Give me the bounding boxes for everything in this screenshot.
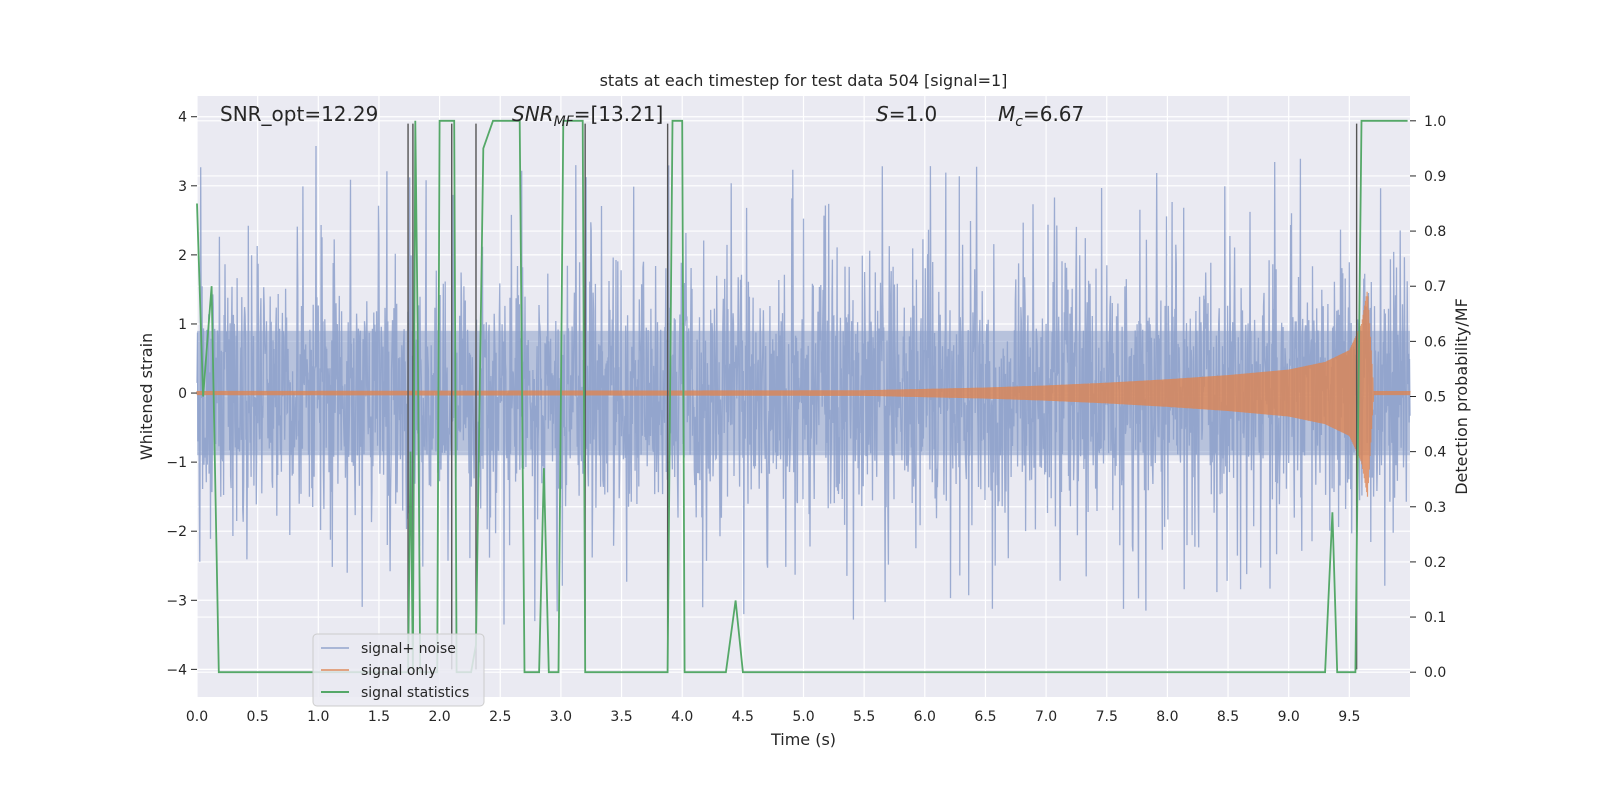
y-tick-label-5: −1 bbox=[166, 455, 187, 471]
annotation-s-sym: S bbox=[876, 102, 889, 126]
y2-tick-label-10: 0.0 bbox=[1424, 665, 1446, 681]
signal-statistics-line bbox=[196, 119, 1408, 674]
annotation-mc: Mc=6.67 bbox=[998, 102, 1084, 130]
x-tick-label-12: 6.0 bbox=[914, 709, 936, 725]
x-tick-label-15: 7.5 bbox=[1096, 709, 1118, 725]
y2-tick-label-1: 0.9 bbox=[1424, 169, 1446, 185]
y2-tick-label-9: 0.1 bbox=[1424, 610, 1446, 626]
x-tick-label-3: 1.5 bbox=[368, 709, 390, 725]
annotation-snr-mf-base: SNR bbox=[512, 102, 554, 126]
x-tick-label-16: 8.0 bbox=[1156, 709, 1178, 725]
x-tick-label-4: 2.0 bbox=[428, 709, 450, 725]
y-axis-ticks: 4 3 2 1 0 −1 −2 −3 −4 bbox=[166, 110, 197, 678]
x-tick-label-5: 2.5 bbox=[489, 709, 511, 725]
x-axis-label: Time (s) bbox=[770, 730, 836, 749]
y-tick-label-2: 2 bbox=[178, 248, 187, 264]
x-tick-label-9: 4.5 bbox=[732, 709, 754, 725]
chart-title: stats at each timestep for test data 504… bbox=[600, 71, 1008, 90]
y-tick-label-6: −2 bbox=[166, 524, 187, 540]
x-tick-label-13: 6.5 bbox=[974, 709, 996, 725]
y-axis-label: Whitened strain bbox=[137, 333, 156, 460]
legend-label-0: signal+ noise bbox=[361, 641, 456, 657]
annotation-snr-mf-value: =[13.21] bbox=[574, 102, 664, 126]
y2-tick-label-2: 0.8 bbox=[1424, 224, 1446, 240]
x-tick-label-11: 5.5 bbox=[853, 709, 875, 725]
annotation-mc-sym: M bbox=[998, 102, 1015, 126]
x-tick-label-2: 1.0 bbox=[307, 709, 329, 725]
x-tick-label-14: 7.0 bbox=[1035, 709, 1057, 725]
annotation-snr-opt: SNR_opt=12.29 bbox=[220, 102, 378, 126]
legend-box bbox=[312, 633, 485, 707]
y2-tick-label-8: 0.2 bbox=[1424, 555, 1446, 571]
x-tick-label-17: 8.5 bbox=[1217, 709, 1239, 725]
annotation-snr-mf-sub: MF bbox=[554, 114, 575, 130]
y2-tick-label-0: 1.0 bbox=[1424, 114, 1446, 130]
x-axis-ticks: 0.0 0.5 1.0 1.5 2.0 2.5 3.0 3.5 4.0 4.5 5.0 5.5 6.0 6… bbox=[186, 709, 1361, 725]
x-tick-label-1: 0.5 bbox=[247, 709, 269, 725]
y2-tick-label-6: 0.4 bbox=[1424, 445, 1446, 461]
legend: signal+ noise signal only signal statistic… bbox=[312, 633, 485, 707]
y-tick-label-4: 0 bbox=[178, 386, 187, 402]
annotation-mc-value: =6.67 bbox=[1023, 102, 1084, 126]
y-tick-label-7: −3 bbox=[166, 593, 187, 609]
y-tick-label-0: 4 bbox=[178, 110, 187, 126]
x-tick-label-19: 9.5 bbox=[1338, 709, 1360, 725]
y2-tick-label-4: 0.6 bbox=[1424, 334, 1446, 350]
y-tick-label-1: 3 bbox=[178, 179, 187, 195]
legend-label-2: signal statistics bbox=[361, 685, 469, 701]
series-signal-only bbox=[196, 291, 1411, 497]
y2-axis-ticks: 1.0 0.9 0.8 0.7 0.6 0.5 0.4 0.3 0.2 0.1 0.0 bbox=[1410, 114, 1446, 681]
x-tick-label-18: 9.0 bbox=[1278, 709, 1300, 725]
y2-tick-label-5: 0.5 bbox=[1424, 390, 1446, 406]
y2-tick-label-3: 0.7 bbox=[1424, 279, 1446, 295]
y-tick-label-8: −4 bbox=[166, 662, 187, 678]
y-tick-label-3: 1 bbox=[178, 317, 187, 333]
annotation-mc-sub: c bbox=[1015, 114, 1023, 130]
x-tick-label-7: 3.5 bbox=[610, 709, 632, 725]
annotation-snr-mf: SNRMF=[13.21] bbox=[512, 102, 663, 130]
y2-tick-label-7: 0.3 bbox=[1424, 500, 1446, 516]
annotation-s: S=1.0 bbox=[876, 102, 937, 126]
x-tick-label-6: 3.0 bbox=[550, 709, 572, 725]
signal-only-line bbox=[196, 291, 1411, 497]
x-tick-label-8: 4.0 bbox=[671, 709, 693, 725]
x-tick-label-10: 5.0 bbox=[792, 709, 814, 725]
legend-label-1: signal only bbox=[361, 663, 436, 679]
series-signal-statistics bbox=[196, 119, 1408, 674]
x-tick-label-0: 0.0 bbox=[186, 709, 208, 725]
y2-axis-label: Detection probability/MF bbox=[1452, 298, 1471, 495]
annotation-s-value: =1.0 bbox=[889, 102, 938, 126]
